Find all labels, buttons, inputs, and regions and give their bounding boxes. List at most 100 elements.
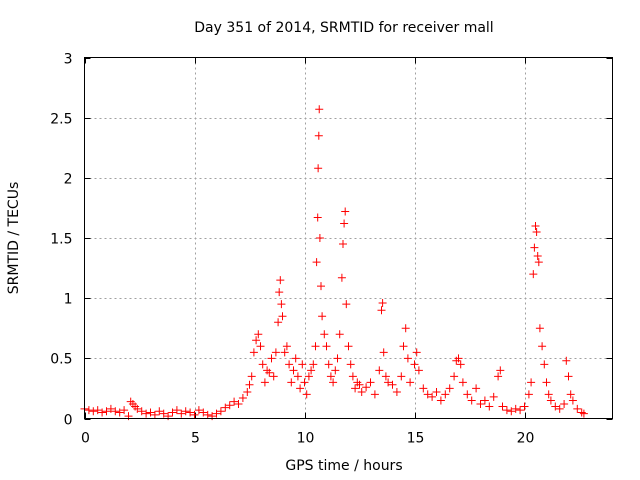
- data-point: [348, 372, 357, 381]
- y-tick-label: 1: [64, 292, 73, 308]
- data-point: [317, 282, 325, 291]
- data-point: [520, 402, 529, 411]
- data-point: [84, 406, 93, 415]
- data-point: [467, 396, 476, 405]
- data-point: [463, 390, 472, 399]
- data-point: [194, 406, 203, 415]
- data-point: [379, 348, 388, 357]
- data-point: [339, 240, 347, 249]
- data-point: [265, 368, 274, 377]
- x-tick-label: 20: [517, 431, 535, 447]
- data-point: [312, 258, 321, 267]
- data-point: [340, 219, 349, 228]
- data-point: [216, 407, 225, 416]
- data-point: [535, 324, 544, 333]
- plot-frame: [84, 57, 613, 419]
- data-point: [302, 390, 311, 399]
- data-point: [344, 342, 353, 351]
- data-point: [190, 410, 199, 419]
- x-tick-label: 10: [297, 431, 315, 447]
- data-point: [381, 372, 390, 381]
- data-point: [133, 404, 142, 413]
- y-tick-label: 1.5: [50, 232, 72, 248]
- data-point: [458, 378, 467, 387]
- data-point: [98, 408, 107, 417]
- y-tick-label: 0.5: [50, 352, 72, 368]
- data-point: [476, 400, 485, 409]
- data-point: [579, 409, 588, 418]
- data-point: [530, 243, 539, 252]
- data-point: [498, 402, 507, 411]
- data-point: [326, 372, 335, 381]
- data-point: [282, 342, 291, 351]
- data-point: [137, 407, 146, 416]
- data-point: [111, 407, 120, 416]
- data-point: [524, 390, 533, 399]
- data-point: [456, 360, 465, 369]
- data-point: [436, 396, 445, 405]
- data-point: [337, 273, 346, 282]
- data-point: [399, 342, 408, 351]
- data-point: [275, 288, 284, 297]
- data-point: [276, 276, 285, 285]
- data-point: [502, 406, 511, 415]
- data-point: [159, 409, 168, 418]
- data-point: [480, 396, 489, 405]
- data-point: [564, 372, 573, 381]
- data-point: [256, 342, 265, 351]
- data-point: [532, 227, 541, 236]
- data-point: [249, 348, 258, 357]
- data-point: [172, 406, 181, 415]
- data-point: [403, 354, 412, 363]
- data-point: [243, 388, 252, 397]
- data-point: [150, 410, 159, 419]
- data-point: [221, 403, 230, 412]
- data-point: [511, 404, 520, 413]
- data-point: [307, 366, 316, 375]
- data-point: [278, 312, 287, 321]
- data-point: [277, 300, 286, 309]
- data-point: [287, 378, 296, 387]
- data-point: [445, 384, 454, 393]
- data-point: [401, 324, 410, 333]
- data-point: [324, 360, 333, 369]
- data-point: [566, 390, 575, 399]
- data-point: [146, 408, 155, 417]
- data-point: [298, 360, 307, 369]
- data-point: [329, 378, 338, 387]
- data-point: [529, 270, 538, 279]
- data-point: [375, 366, 384, 375]
- data-point: [355, 380, 364, 389]
- data-point: [377, 306, 386, 315]
- data-point: [120, 406, 129, 415]
- data-point: [315, 234, 324, 242]
- data-point: [555, 404, 564, 413]
- data-point: [291, 354, 300, 363]
- data-point: [102, 407, 111, 416]
- data-point: [142, 409, 151, 418]
- data-point: [441, 390, 450, 399]
- data-point: [454, 354, 463, 363]
- data-point: [155, 407, 164, 416]
- data-point: [247, 372, 256, 381]
- data-point: [313, 213, 322, 222]
- data-point: [289, 366, 298, 375]
- data-point: [293, 372, 302, 381]
- data-point: [285, 360, 294, 369]
- axis-ticks: [84, 57, 613, 420]
- data-point: [225, 401, 234, 410]
- data-point: [516, 406, 525, 415]
- chart-title: Day 351 of 2014, SRMTID for receiver mal…: [194, 20, 493, 36]
- data-point: [544, 390, 553, 399]
- data-point: [494, 372, 503, 381]
- data-points: [80, 105, 588, 421]
- data-point: [419, 384, 428, 393]
- data-point: [346, 360, 355, 369]
- data-point: [414, 366, 423, 375]
- data-point: [366, 378, 375, 387]
- data-point: [309, 360, 318, 369]
- data-point: [410, 360, 419, 369]
- x-tick-label: 5: [191, 431, 200, 447]
- data-point: [238, 394, 247, 403]
